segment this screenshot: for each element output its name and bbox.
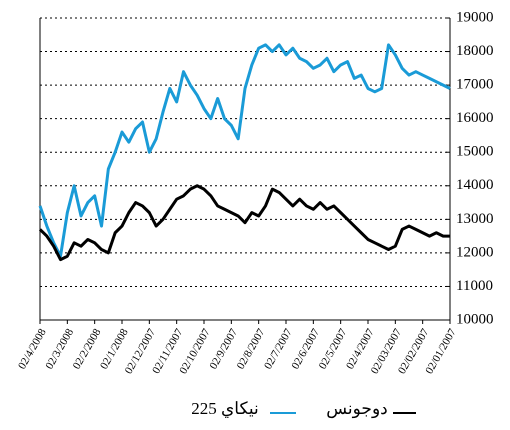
y-tick-label: 14000 [456,177,494,193]
y-tick-label: 13000 [456,211,494,227]
y-tick-label: 18000 [456,43,494,59]
y-tick-label: 11000 [456,278,493,294]
y-tick-label: 12000 [456,244,494,260]
y-tick-label: 17000 [456,77,494,93]
y-tick-label: 19000 [456,9,494,25]
legend-label: نيكاي 225 [191,399,259,418]
y-tick-label: 16000 [456,110,494,126]
series-line [38,184,450,262]
y-tick-label: 10000 [456,311,494,327]
y-tick-label: 15000 [456,144,494,160]
legend-label: دوجونس [326,399,387,419]
series-line [38,43,451,258]
